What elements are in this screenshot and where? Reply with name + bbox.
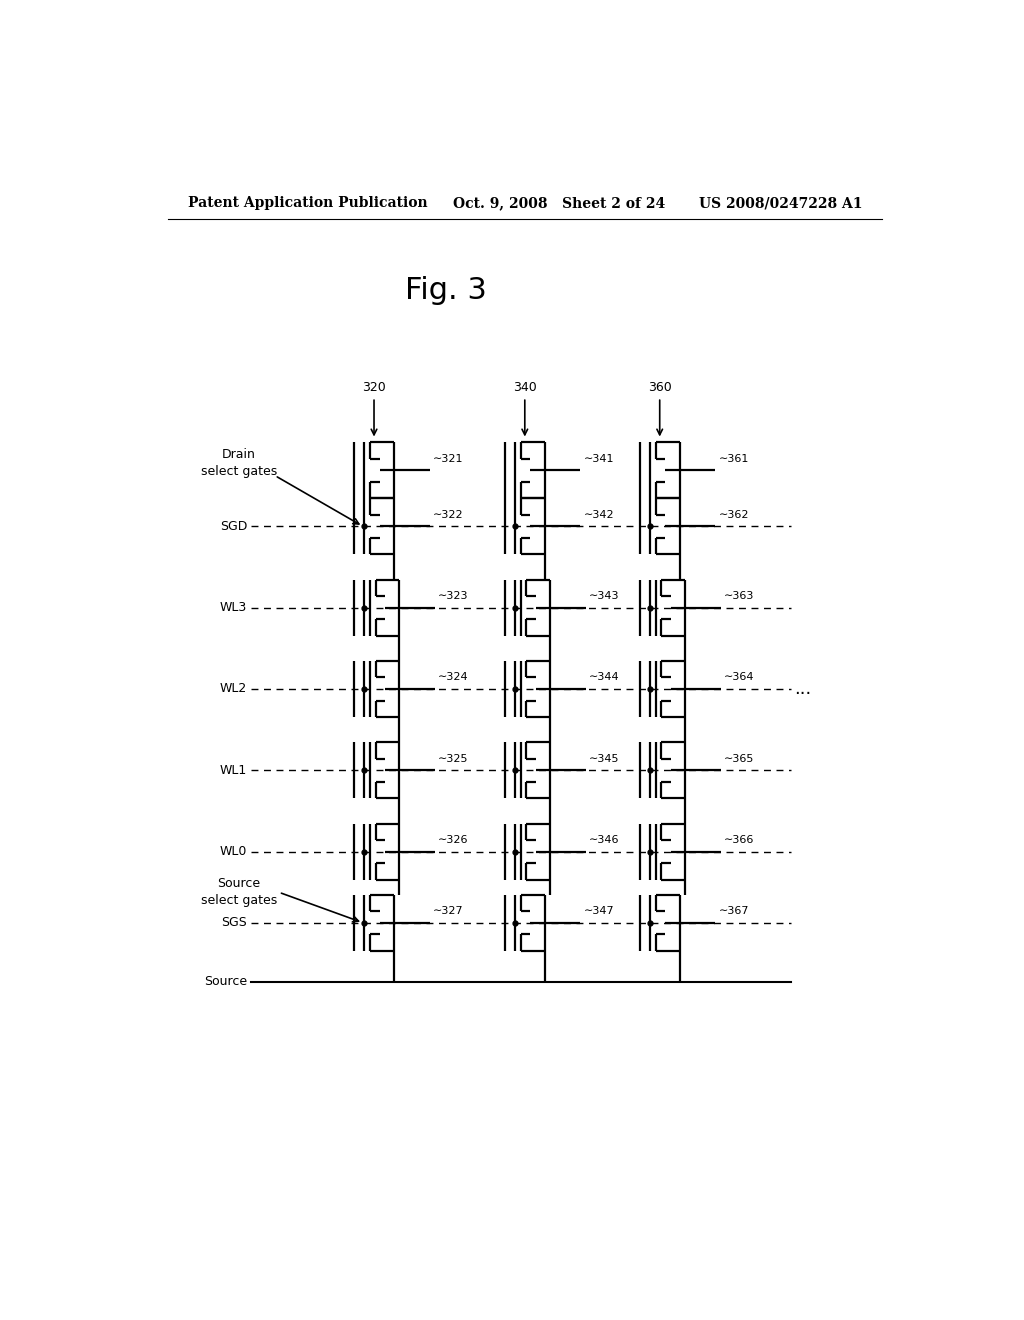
Text: ∼342: ∼342 — [584, 510, 614, 520]
Text: ...: ... — [795, 680, 812, 698]
Text: Drain
select gates: Drain select gates — [201, 449, 278, 478]
Text: ∼327: ∼327 — [433, 906, 464, 916]
Text: 360: 360 — [648, 381, 672, 395]
Text: ∼341: ∼341 — [584, 454, 614, 463]
Text: ∼324: ∼324 — [438, 672, 469, 682]
Text: Oct. 9, 2008   Sheet 2 of 24: Oct. 9, 2008 Sheet 2 of 24 — [454, 197, 666, 210]
Text: Source: Source — [204, 975, 247, 989]
Text: WL1: WL1 — [220, 764, 247, 776]
Text: ∼346: ∼346 — [589, 834, 620, 845]
Text: ∼345: ∼345 — [589, 754, 620, 763]
Text: ∼361: ∼361 — [719, 454, 749, 463]
Text: ∼322: ∼322 — [433, 510, 464, 520]
Text: ∼364: ∼364 — [724, 672, 755, 682]
Text: SGS: SGS — [221, 916, 247, 929]
Text: ∼347: ∼347 — [584, 906, 614, 916]
Text: ∼321: ∼321 — [433, 454, 463, 463]
Text: ∼323: ∼323 — [438, 591, 469, 601]
Text: Fig. 3: Fig. 3 — [404, 276, 486, 305]
Text: ∼362: ∼362 — [719, 510, 749, 520]
Text: ∼326: ∼326 — [438, 834, 469, 845]
Text: WL3: WL3 — [220, 601, 247, 614]
Text: ∼344: ∼344 — [589, 672, 620, 682]
Text: ∼363: ∼363 — [724, 591, 755, 601]
Text: ∼367: ∼367 — [719, 906, 749, 916]
Text: WL0: WL0 — [220, 845, 247, 858]
Text: 320: 320 — [362, 381, 386, 395]
Text: WL2: WL2 — [220, 682, 247, 696]
Text: ∼366: ∼366 — [724, 834, 755, 845]
Text: ∼365: ∼365 — [724, 754, 755, 763]
Text: ∼325: ∼325 — [438, 754, 469, 763]
Text: 340: 340 — [513, 381, 537, 395]
Text: Patent Application Publication: Patent Application Publication — [187, 197, 427, 210]
Text: US 2008/0247228 A1: US 2008/0247228 A1 — [699, 197, 863, 210]
Text: Source
select gates: Source select gates — [201, 878, 278, 907]
Text: SGD: SGD — [220, 520, 247, 533]
Text: ∼343: ∼343 — [589, 591, 620, 601]
